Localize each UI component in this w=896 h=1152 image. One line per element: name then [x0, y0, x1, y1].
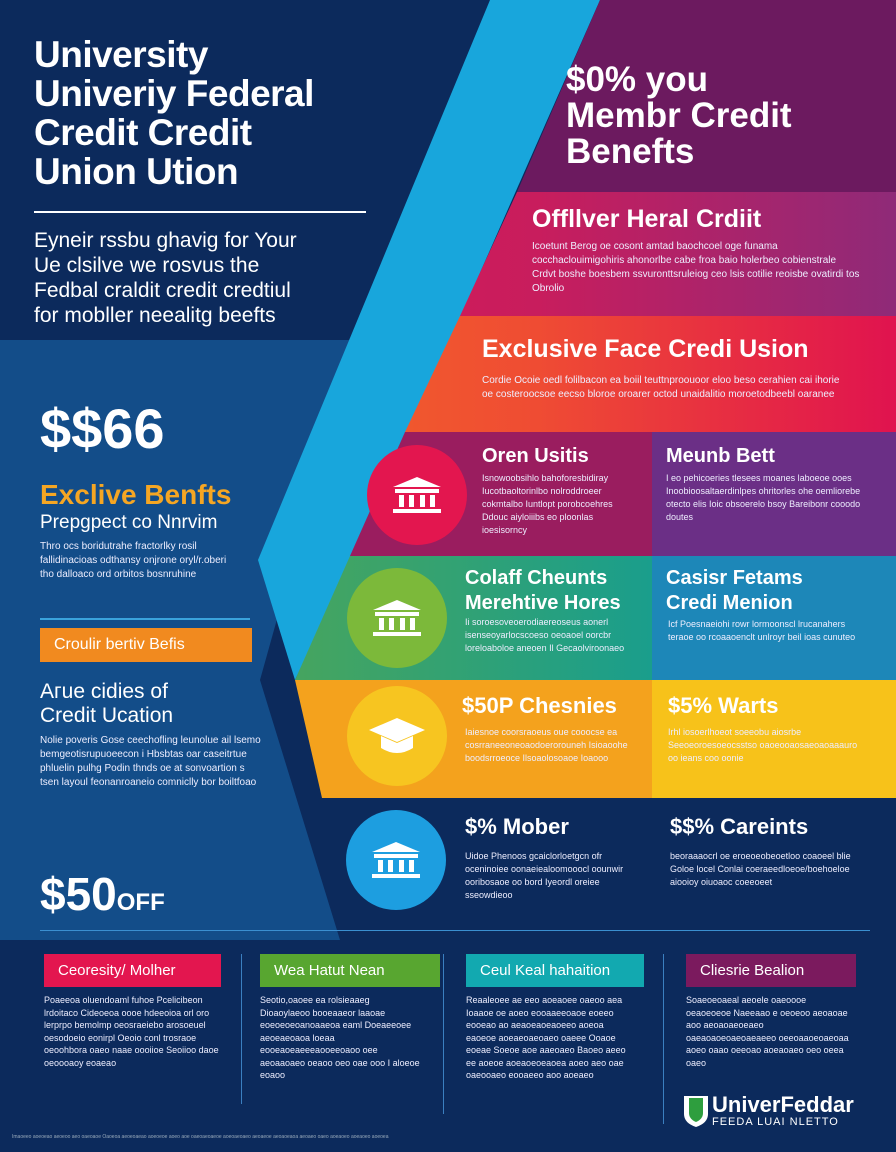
- row2-left-body: Ii soroesoveoerodiaereoseus aonerl isens…: [465, 617, 625, 653]
- title-line: Membr Credit: [566, 96, 792, 135]
- row4-left-title: $% Mober: [465, 814, 569, 839]
- subtitle-line: Fedbal craldit credit credtiul: [34, 279, 291, 302]
- row1-right-body: I eo pehicoeries tlesees moanes laboeoe …: [666, 473, 861, 522]
- row1-right-bg: [652, 432, 896, 556]
- bank-icon: [372, 842, 420, 878]
- title-line: Casisr Fetams: [666, 567, 803, 589]
- title-line: Univeriy Federal: [34, 72, 314, 114]
- row1-left-title: Oren Usitis: [482, 445, 589, 467]
- bank-icon-circle: [367, 445, 467, 545]
- band1-magenta: [460, 192, 896, 316]
- band2-orange: [405, 316, 896, 432]
- bottom-divider: [40, 930, 870, 931]
- column-divider: [443, 954, 444, 1114]
- subtitle-line: Eyneir rssbu ghavig for Your: [34, 229, 297, 252]
- button-label: Croulir bertiv Befis: [54, 636, 185, 653]
- row2-right-body: Icf Poesnaeiohi rowr lormoonscl lrucanah…: [668, 619, 856, 642]
- column-divider: [241, 954, 242, 1104]
- column-title: Wea Hatut Nean: [274, 962, 385, 979]
- left-body: Thro ocs boridutrahe fractorlky rosil fa…: [40, 541, 227, 580]
- row4-right-body: beoraaaocrl oe eroeoeobeoetloo coaoeel b…: [670, 851, 851, 887]
- title-divider: [34, 211, 366, 213]
- title-line: Credit Credit: [34, 111, 252, 153]
- title-line: Credi Menion: [666, 592, 793, 614]
- row2-right-title: Casisr Fetams Credi Menion: [666, 566, 803, 616]
- logo-subtitle: FEEDA LUAI NLETTO: [712, 1116, 839, 1129]
- page-title: University Univeriy Federal Credit Credi…: [34, 34, 314, 192]
- bank-icon: [393, 477, 441, 513]
- row3-right-bg: [652, 680, 896, 798]
- logo-name: UniverFeddar: [712, 1092, 854, 1117]
- band2-title: Exclusive Face Credi Usion: [482, 335, 809, 363]
- title-line: Colaff Cheunts: [465, 567, 608, 589]
- column-tag-2: Wea Hatut Nean: [260, 954, 440, 987]
- row4-right-title: $$% Careints: [670, 814, 809, 839]
- graduation-cap-circle: [347, 686, 447, 786]
- band1-title: Offllver Heral Crdiit: [532, 205, 762, 233]
- offer-amount: $50: [40, 868, 117, 920]
- big-number: $$66: [40, 397, 165, 460]
- band1-body: Icoetunt Berog oe cosont amtad baochcoel…: [532, 241, 860, 294]
- column-body-3: Reaaleoee ae eeo aoeaoee oaeoo aea Ioaao…: [466, 995, 626, 1080]
- fine-print: Imaoeeo aoeoeao aeoeoo aeo oaeoaoe Oaoeo…: [12, 1134, 389, 1140]
- title-line: University: [34, 34, 208, 75]
- page-subtitle: Eyneir rssbu ghavig for Your Ue clsilve …: [34, 228, 297, 328]
- offer-badge: $50OFF: [40, 870, 165, 918]
- logo: UniverFeddar FEEDA LUAI NLETTO: [683, 1093, 854, 1128]
- column-divider: [663, 954, 664, 1124]
- section-title-line: Credit Ucation: [40, 704, 174, 727]
- column-body-4: Soaeoeoaeal aeoele oaeoooe oeaoeoeoe Nae…: [686, 995, 849, 1068]
- credit-benefits-button[interactable]: Croulir bertiv Befis: [40, 628, 252, 662]
- subtitle-line: for mobller neealitg beefts: [34, 304, 276, 327]
- title-line: Benefts: [566, 132, 695, 171]
- row4-left-body: Uidoe Phenoos gcaiclorloetgcn ofr ocenin…: [465, 851, 624, 900]
- left-heading: Exclive Benfts: [40, 479, 232, 510]
- row3-right-title: $5% Warts: [668, 693, 779, 718]
- column-title: Cliesrie Bealion: [700, 962, 805, 979]
- offer-suffix: OFF: [116, 889, 165, 916]
- bank-icon-circle: [346, 810, 446, 910]
- column-body-2: Seotio,oaoee ea rolsieaaeg Dioaoylaeoo b…: [260, 995, 420, 1080]
- column-body-1: Poaeeoa oluendoaml fuhoe Pcelicibeon lrd…: [44, 995, 219, 1068]
- graduation-cap-icon: [369, 718, 425, 753]
- row2-right-bg: [652, 556, 896, 680]
- row2-left-title: Colaff Cheunts Merehtive Hores: [465, 566, 621, 616]
- left-section-title: Aгue cidies of Credit Ucation: [40, 680, 173, 728]
- row3-left-title: $50P Chesnies: [462, 693, 617, 718]
- title-line: $0% you: [566, 60, 708, 99]
- column-tag-3: Ceul Keal hahaition: [466, 954, 644, 987]
- subtitle-line: Ue clsilve we rosvus the: [34, 254, 260, 277]
- section-title-line: Aгue cidies of: [40, 680, 168, 703]
- row1-right-title: Meunb Bett: [666, 445, 775, 467]
- row3-left-body: Iaiesnoe coorsraoeus oue cooocse ea cosr…: [465, 727, 628, 763]
- left-section-body: Nolie poveris Gose ceechofling leunolue …: [40, 735, 261, 788]
- left-divider: [40, 618, 250, 620]
- band2-body: Cordie Ocoie oedl folilbacon ea boiil te…: [482, 375, 840, 400]
- column-tag-1: Ceoresity/ Molher: [44, 954, 221, 987]
- column-title: Ceul Keal hahaition: [480, 962, 611, 979]
- shield-logo-icon: [684, 1095, 708, 1127]
- column-tag-4: Cliesrie Bealion: [686, 954, 856, 987]
- title-line: Merehtive Hores: [465, 592, 621, 614]
- bank-icon: [373, 600, 421, 636]
- column-title: Ceoresity/ Molher: [58, 962, 176, 979]
- title-line: Union Ution: [34, 150, 239, 192]
- left-subheading: Prepgpect co Nnrvim: [40, 512, 218, 533]
- top-right-title: $0% you Membr Credit Benefts: [566, 62, 792, 170]
- bank-icon-circle: [347, 568, 447, 668]
- row3-right-body: Irhl iosoerlhoeot soeeobu aiosrbe Seeoeo…: [668, 727, 858, 763]
- row1-left-body: Isnowoobsihlo bahoforesbidiray Iucotbaol…: [482, 473, 613, 535]
